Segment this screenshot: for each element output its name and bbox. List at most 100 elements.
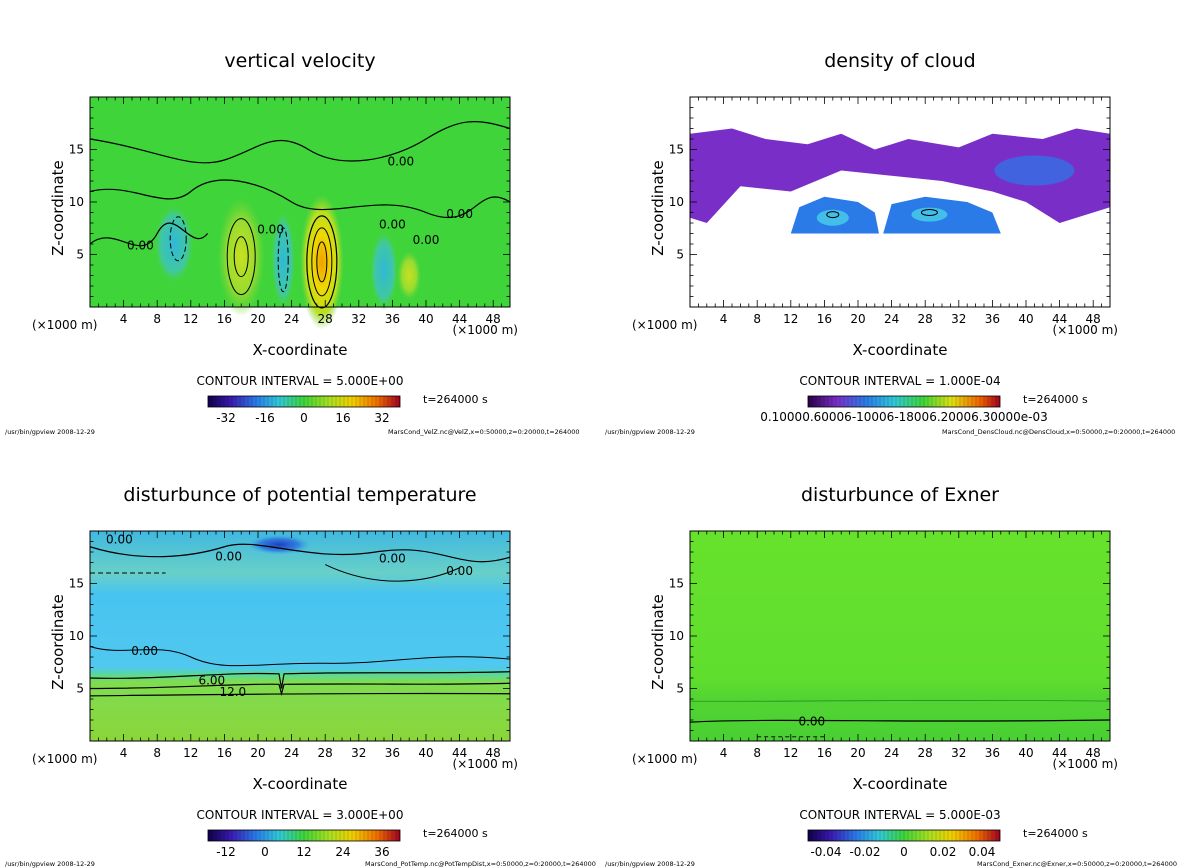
field-background — [90, 531, 510, 741]
updraft-region — [299, 193, 344, 330]
contour-line — [89, 222, 209, 247]
x-tick-label: 24 — [284, 746, 299, 760]
x-axis: 4 8 12 16 20 24 28 32 36 40 44 48(×1000 m) (×1000 m)… — [32, 97, 518, 359]
plot-area: 0.00 0.00 0.00 0.00 0.00 0.00 — [89, 97, 511, 330]
footer-left: /usr/bin/gpview 2008-12-29 — [605, 860, 695, 868]
contour-line — [689, 699, 1111, 702]
contour-line — [826, 211, 840, 219]
x-tick-label: 40 — [418, 746, 433, 760]
x-tick-label: 48 — [486, 312, 501, 326]
x-axis: 4 8 12 16 20 24 28 32 36 40 44 48(×1000 m) (×1000 m)… — [632, 531, 1118, 793]
dense-cloud-region — [994, 155, 1075, 186]
footer-left: /usr/bin/gpview 2008-12-29 — [605, 428, 695, 436]
x-unit-label-right: (×1000 m) — [1053, 323, 1118, 337]
x-tick-label: 12 — [183, 746, 198, 760]
x-tick-label: 32 — [951, 312, 966, 326]
footer-left: /usr/bin/gpview 2008-12-29 — [5, 860, 95, 868]
y-tick-label: 15 — [69, 577, 84, 591]
y-axis: 5 10 15Z-coordinate — [49, 96, 510, 308]
contour-line — [226, 218, 256, 296]
x-tick-label: 16 — [217, 746, 232, 760]
x-tick-label: 32 — [951, 746, 966, 760]
x-tick-label: 36 — [385, 312, 400, 326]
cloud-region — [690, 128, 1110, 223]
contour-label: 0.00 — [446, 207, 473, 221]
x-tick-label: 28 — [918, 746, 933, 760]
x-tick-label: 12 — [783, 746, 798, 760]
y-axis-title: Z-coordinate — [649, 160, 667, 255]
chart-title: density of cloud — [824, 50, 976, 72]
chart-panel-3: disturbunce of potential temperature 0.00… — [5, 484, 596, 868]
x-tick-label: 32 — [351, 312, 366, 326]
x-unit-label-left: (×1000 m) — [32, 752, 97, 766]
field-background — [690, 531, 1110, 741]
contour-label: 12.0 — [219, 685, 246, 699]
y-tick-label: 5 — [76, 248, 84, 262]
contour-label: 0.00 — [127, 238, 154, 252]
x-axis: 4 8 12 16 20 24 28 32 36 40 44 48(×1000 m) (×1000 m)… — [632, 97, 1118, 359]
contour-label: 0.00 — [131, 644, 158, 658]
colorbar-tick-label: -16 — [255, 411, 275, 425]
colorbar-tick-label: -0.02 — [849, 845, 880, 859]
contour-label: 0.00 — [413, 233, 440, 247]
x-tick-label: 4 — [720, 746, 728, 760]
y-axis: 5 10 15Z-coordinate — [649, 96, 1110, 308]
time-label: t=264000 s — [1023, 827, 1088, 840]
chart-panel-1: vertical velocity0.000.000.000.000.000.0… — [5, 50, 579, 436]
x-tick-label: 28 — [318, 746, 333, 760]
contour-label: 0.00 — [379, 217, 406, 231]
contour-label: 0.00 — [387, 154, 414, 168]
time-label: t=264000 s — [423, 827, 488, 840]
contour-label: 0.00 — [379, 552, 406, 566]
contour-line — [311, 227, 333, 297]
contour-line — [316, 241, 328, 283]
x-tick-label: 32 — [351, 746, 366, 760]
chart-title: disturbunce of potential temperature — [123, 484, 476, 506]
updraft-region — [217, 196, 266, 317]
y-tick-label: 5 — [76, 682, 84, 696]
contour-line — [89, 692, 511, 697]
footer-right: MarsCond_Exner.nc@Exner,x=0:50000,z=0:20… — [977, 860, 1177, 868]
colorbar-tick-label: 0 — [900, 845, 908, 859]
colorbar-tick-label: 0.02 — [930, 845, 957, 859]
colorbar-tick-label: 0.10000.60006-10006-18006.20006.30000e-0… — [760, 410, 1048, 424]
x-tick-label: 16 — [817, 312, 832, 326]
x-axis-title: X-coordinate — [253, 341, 348, 359]
x-tick-label: 40 — [1018, 746, 1033, 760]
y-axis-title: Z-coordinate — [49, 160, 67, 255]
x-tick-label: 8 — [753, 746, 761, 760]
contour-line — [324, 564, 460, 582]
colorbar-tick-label: 36 — [374, 845, 389, 859]
y-tick-label: 10 — [69, 629, 84, 643]
contour-label: 0.00 — [798, 714, 825, 728]
y-tick-label: 10 — [669, 629, 684, 643]
x-tick-label: 4 — [120, 746, 128, 760]
contour-label: 6.00 — [198, 673, 225, 687]
contour-line — [89, 671, 511, 689]
y-tick-label: 15 — [669, 143, 684, 157]
x-tick-label: 44 — [1052, 746, 1067, 760]
colorbar-tick-label: 24 — [335, 845, 350, 859]
colorbar: -12 0 12 24 36 — [207, 829, 401, 859]
y-axis: 5 10 15Z-coordinate — [649, 530, 1110, 742]
x-tick-label: 20 — [850, 746, 865, 760]
x-tick-label: 36 — [985, 746, 1000, 760]
y-axis-title: Z-coordinate — [49, 594, 67, 689]
contour-line — [89, 682, 511, 697]
x-tick-label: 20 — [850, 312, 865, 326]
x-tick-label: 20 — [250, 312, 265, 326]
colorbar-tick-label: 12 — [296, 845, 311, 859]
colorbar-tick-label: 32 — [374, 411, 389, 425]
contour-interval: CONTOUR INTERVAL = 5.000E+00 — [197, 374, 404, 388]
contour-label: 0.00 — [106, 533, 133, 547]
x-tick-label: 24 — [884, 746, 899, 760]
x-tick-label: 16 — [817, 746, 832, 760]
y-tick-label: 15 — [69, 143, 84, 157]
contour-interval: CONTOUR INTERVAL = 3.000E+00 — [197, 808, 404, 822]
x-unit-label-left: (×1000 m) — [32, 318, 97, 332]
x-unit-label-right: (×1000 m) — [453, 757, 518, 771]
updraft-region — [397, 250, 422, 301]
x-tick-label: 8 — [753, 312, 761, 326]
